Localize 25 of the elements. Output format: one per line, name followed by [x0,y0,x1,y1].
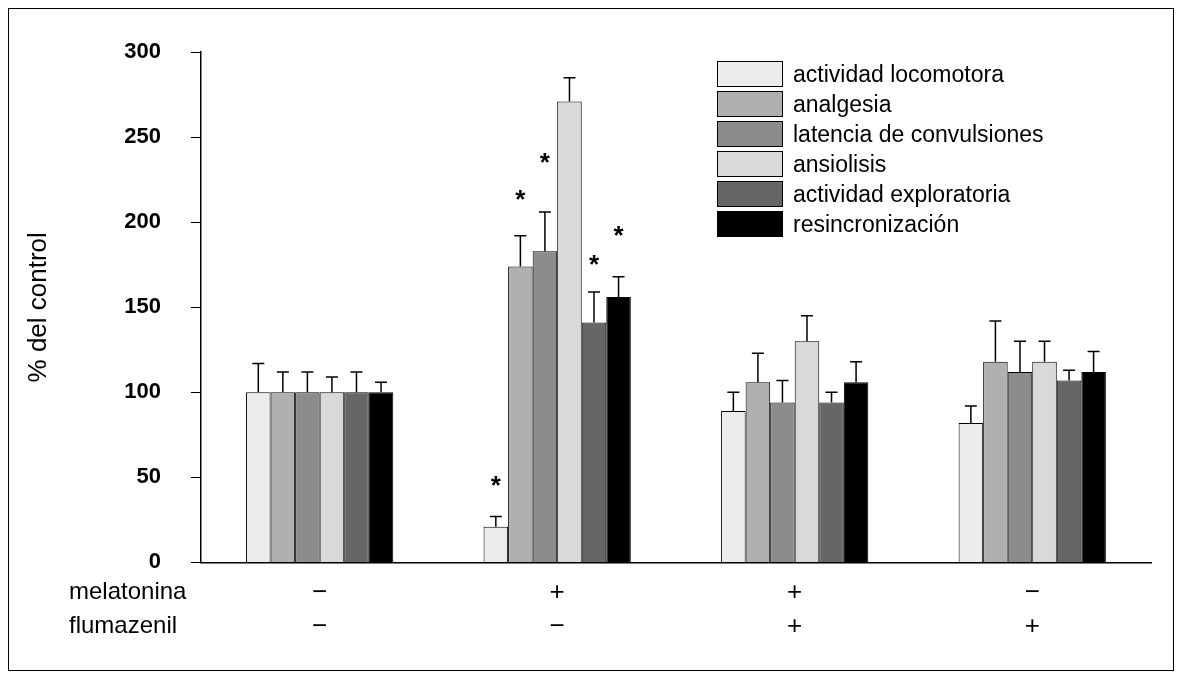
x-tick-label: − + [1024,576,1040,641]
y-tick-label: 250 [124,123,161,149]
text: melatonina [69,577,188,605]
y-tick-label: 50 [136,463,161,489]
annotation: * [515,184,527,215]
legend-label: actividad locomotora [793,60,1004,88]
annotation: * [539,146,551,177]
legend-label: latencia de convulsiones [793,120,1044,148]
x-tick-label: − − [312,576,328,641]
y-tick-label: 200 [124,208,161,234]
text: flumazenil [69,611,178,639]
y-tick-label: 150 [124,293,161,319]
legend-label: actividad exploratoria [793,180,1011,208]
annotation: * [613,219,625,250]
annotation: * [490,469,502,500]
y-tick-label: 300 [124,38,161,64]
y-axis-title: % del control [21,232,52,383]
legend-label: analgesia [793,90,892,118]
legend-label: ansiolisis [793,150,887,178]
legend-label: resincronización [793,210,960,238]
annotation: * [588,248,600,279]
x-tick-label: + − [549,576,565,641]
x-tick-label: + + [787,576,803,641]
y-tick-label: 0 [148,548,161,574]
y-tick-label: 100 [124,378,161,404]
